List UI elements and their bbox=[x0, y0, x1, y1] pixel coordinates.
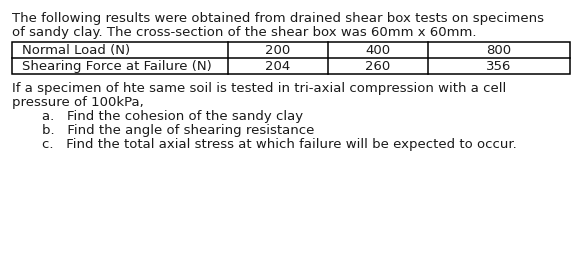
Text: c.   Find the total axial stress at which failure will be expected to occur.: c. Find the total axial stress at which … bbox=[42, 138, 517, 151]
Text: b.   Find the angle of shearing resistance: b. Find the angle of shearing resistance bbox=[42, 124, 314, 137]
Text: 356: 356 bbox=[487, 59, 512, 73]
Text: 400: 400 bbox=[365, 43, 391, 57]
Text: 204: 204 bbox=[265, 59, 290, 73]
Text: If a specimen of hte same soil is tested in tri-axial compression with a cell: If a specimen of hte same soil is tested… bbox=[12, 82, 506, 95]
Text: 260: 260 bbox=[365, 59, 391, 73]
Text: Normal Load (N): Normal Load (N) bbox=[22, 43, 130, 57]
Text: pressure of 100kPa,: pressure of 100kPa, bbox=[12, 96, 144, 109]
Text: of sandy clay. The cross-section of the shear box was 60mm x 60mm.: of sandy clay. The cross-section of the … bbox=[12, 26, 477, 39]
Bar bbox=[12, 42, 570, 74]
Text: 200: 200 bbox=[265, 43, 290, 57]
Text: Shearing Force at Failure (N): Shearing Force at Failure (N) bbox=[22, 59, 212, 73]
Text: a.   Find the cohesion of the sandy clay: a. Find the cohesion of the sandy clay bbox=[42, 110, 303, 123]
Text: The following results were obtained from drained shear box tests on specimens: The following results were obtained from… bbox=[12, 12, 544, 25]
Text: 800: 800 bbox=[487, 43, 512, 57]
